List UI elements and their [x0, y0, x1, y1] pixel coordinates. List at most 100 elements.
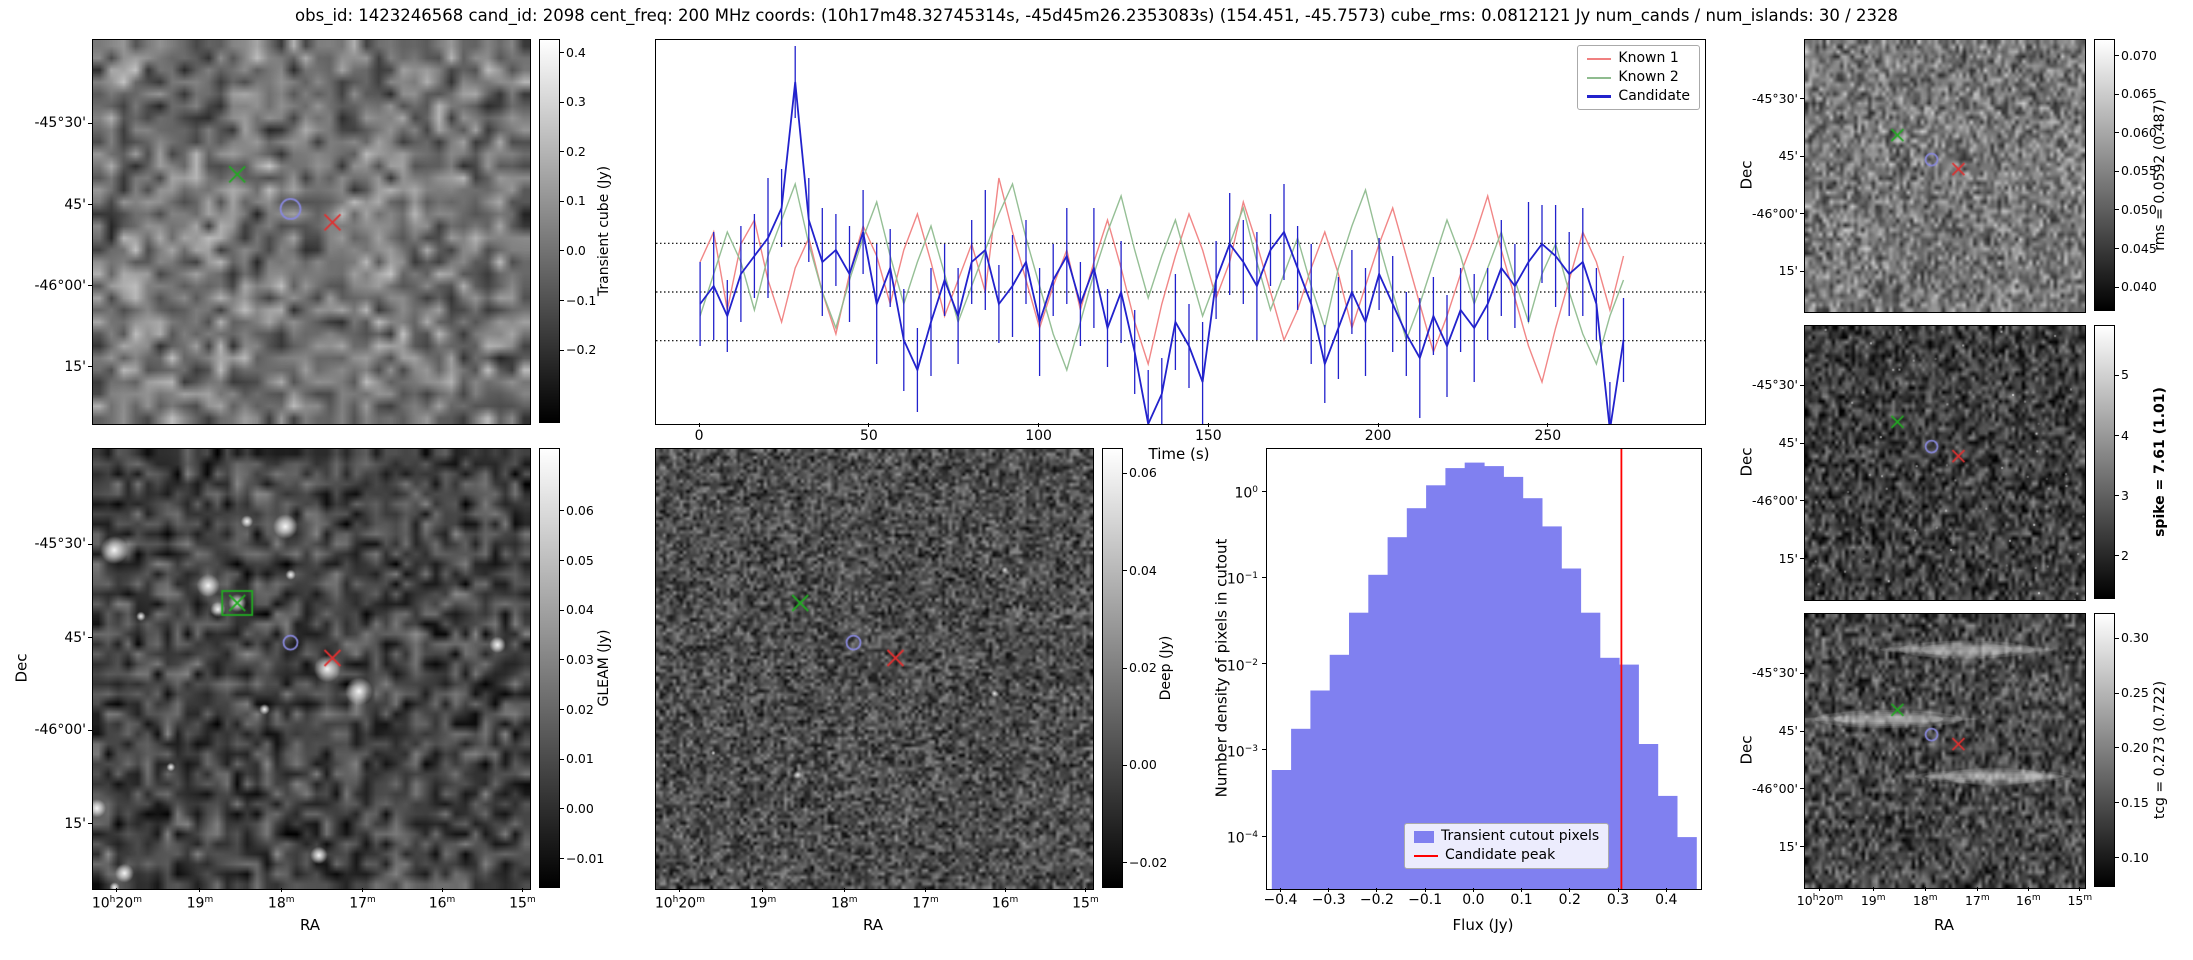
tick-label: 0.02 — [1129, 660, 1157, 675]
tick-label: 0.0 — [566, 242, 586, 258]
tick-label: 10h20m — [654, 895, 705, 912]
tick-mark — [280, 888, 282, 892]
tick-mark — [1123, 667, 1127, 669]
tick-mark — [560, 808, 564, 810]
tick-mark — [1328, 888, 1330, 892]
tick-label: -45°30' — [34, 115, 86, 132]
tick-label: -46°00' — [34, 277, 86, 294]
tick-mark — [1376, 888, 1378, 892]
spike-cutout-panel — [1804, 325, 2086, 601]
tick-mark — [1207, 423, 1209, 427]
tick-label: 45' — [1778, 435, 1798, 451]
tick-mark — [1800, 500, 1804, 502]
tick-label: 15' — [1778, 838, 1798, 854]
deep-colorbar — [1102, 448, 1123, 888]
rms-colorbar — [2094, 39, 2115, 311]
tick-label: −0.3 — [1311, 892, 1346, 908]
tick-mark — [679, 888, 681, 892]
tick-label: 0.04 — [1129, 562, 1157, 578]
tick-label: 45' — [1778, 148, 1798, 164]
tick-mark — [762, 888, 764, 892]
rms-dec-axis-label: Dec — [1737, 160, 1756, 190]
legend-entry-cutout-pixels: Transient cutout pixels — [1414, 829, 1599, 844]
tick-label: 10−3 — [1226, 743, 1258, 761]
tick-mark — [88, 204, 92, 205]
tick-mark — [1004, 888, 1006, 892]
tick-mark — [1123, 472, 1127, 474]
tick-mark — [560, 200, 564, 202]
tick-label: 0.1 — [1510, 892, 1533, 908]
tick-mark — [560, 609, 564, 611]
tick-mark — [1123, 570, 1127, 572]
tick-mark — [560, 349, 564, 351]
lightcurve-legend: Known 1 Known 2 Candidate — [1577, 45, 1700, 110]
tick-label: 0.06 — [566, 502, 594, 518]
tick-label: -46°00' — [1751, 492, 1798, 508]
tick-label: 19m — [186, 895, 214, 912]
legend-entry-known1: Known 1 — [1587, 51, 1690, 66]
tick-label: 0.4 — [566, 44, 586, 60]
spike-dec-axis-label: Dec — [1737, 447, 1756, 477]
tick-mark — [441, 888, 443, 892]
tick-mark — [560, 52, 564, 54]
tick-label: 3 — [2121, 487, 2129, 503]
spike-colorbar — [2094, 325, 2115, 599]
tick-mark — [560, 510, 564, 512]
tick-label: 0.2 — [566, 143, 586, 159]
tick-label: 0.01 — [566, 751, 594, 767]
tick-label: 0.00 — [566, 800, 594, 816]
tick-mark — [88, 285, 92, 287]
tick-label: 15' — [64, 358, 86, 375]
tick-mark — [1038, 423, 1040, 427]
tick-mark — [1800, 155, 1804, 157]
tick-mark — [868, 423, 870, 427]
tick-label: 0.055 — [2121, 163, 2157, 179]
tick-mark — [88, 122, 92, 124]
gleam-cutout-image — [93, 449, 530, 889]
tick-label: 18m — [1912, 893, 1938, 909]
tick-mark — [1569, 888, 1571, 892]
tick-label: −0.01 — [566, 850, 605, 866]
transient-cutout-panel — [92, 39, 531, 425]
tick-label: -46°00' — [34, 722, 86, 739]
tick-mark — [1521, 888, 1523, 892]
tick-label: 0.02 — [566, 701, 594, 717]
tick-mark — [1800, 730, 1804, 732]
tick-label: 0.05 — [566, 552, 594, 568]
tick-label: 100 — [1025, 428, 1052, 444]
tick-label: 0 — [694, 428, 704, 444]
tick-mark — [116, 888, 118, 892]
transient-cutout-image — [93, 40, 530, 424]
tick-mark — [2115, 170, 2119, 172]
deep-ra-axis-label: RA — [862, 916, 884, 934]
tick-label: 16m — [428, 895, 456, 912]
tick-mark — [88, 729, 92, 731]
tick-mark — [1800, 270, 1804, 272]
spike-colorbar-label: spike = 7.61 (1.01) — [2152, 387, 2168, 537]
tick-mark — [88, 543, 92, 545]
tick-mark — [1279, 888, 1281, 892]
tick-label: −0.1 — [1408, 892, 1443, 908]
tick-mark — [1084, 888, 1086, 892]
tick-mark — [1800, 788, 1804, 790]
tick-mark — [2027, 887, 2029, 891]
flux-histogram-panel: Transient cutout pixels Candidate peak — [1266, 448, 1702, 890]
tick-label: -46°00' — [1751, 205, 1798, 221]
tick-label: 0.30 — [2121, 630, 2149, 646]
tick-mark — [2115, 93, 2119, 95]
tick-label: -45°30' — [1751, 90, 1798, 106]
tick-label: -45°30' — [1751, 377, 1798, 392]
tick-label: 18m — [830, 895, 858, 912]
gleam-dec-axis-label: Dec — [12, 653, 31, 683]
tick-label: 0.00 — [1129, 757, 1157, 773]
tick-mark — [560, 659, 564, 661]
tick-mark — [1377, 423, 1379, 427]
legend-entry-candidate-peak: Candidate peak — [1414, 848, 1599, 863]
tick-label: 0.03 — [566, 651, 594, 667]
tick-label: 19m — [749, 895, 777, 912]
figure-title: obs_id: 1423246568 cand_id: 2098 cent_fr… — [295, 6, 1898, 25]
tick-mark — [2115, 209, 2119, 211]
tick-mark — [1424, 888, 1426, 892]
tick-mark — [2115, 802, 2119, 804]
